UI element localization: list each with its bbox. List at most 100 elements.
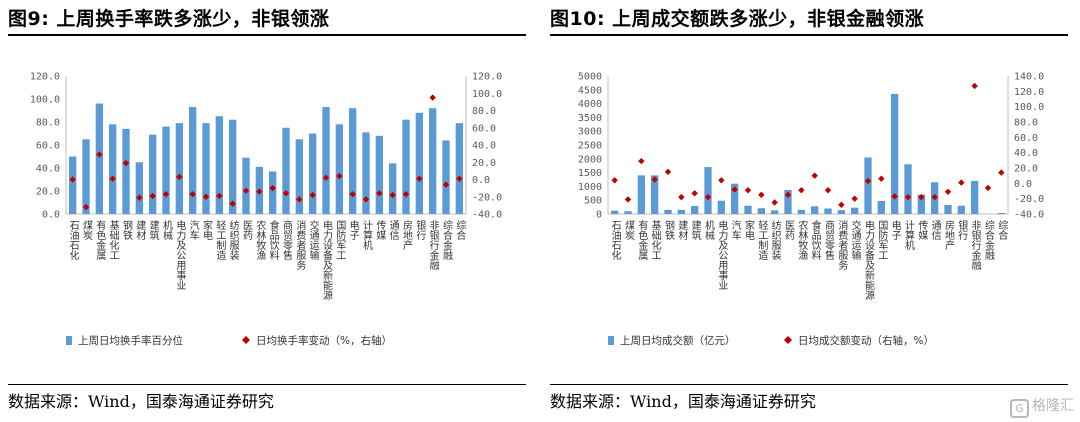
bar <box>309 133 317 214</box>
bar <box>455 123 463 214</box>
bar <box>624 211 632 214</box>
category-label: 电力设备及新能源 <box>863 219 875 301</box>
right-tick-label: 100.0 <box>1014 102 1044 113</box>
change-marker <box>878 175 885 182</box>
bar <box>704 167 712 214</box>
change-marker <box>718 177 725 184</box>
right-tick-label: 120.0 <box>472 72 502 83</box>
change-marker <box>971 82 978 90</box>
change-marker <box>256 188 263 195</box>
bar <box>864 157 872 214</box>
category-label: 国防军工 <box>334 220 346 260</box>
category-label: 综合 <box>454 219 466 241</box>
change-marker <box>851 195 858 202</box>
change-marker <box>611 177 618 184</box>
change-marker <box>376 190 383 197</box>
right-tick-label: 20.0 <box>472 158 496 169</box>
bar <box>442 140 450 214</box>
bar <box>957 205 965 214</box>
change-marker <box>864 177 872 185</box>
category-label: 计算机 <box>903 219 915 251</box>
bar <box>637 175 645 214</box>
category-label: 农林牧渔 <box>254 219 266 261</box>
change-marker <box>349 190 356 198</box>
left-tick-label: 4500 <box>578 85 602 96</box>
bar <box>82 139 90 214</box>
right-tick-label: 0.0 <box>1014 179 1032 190</box>
change-marker <box>389 191 396 199</box>
bar <box>429 108 437 214</box>
category-label: 家电 <box>743 219 755 240</box>
left-tick-label: 80.0 <box>36 118 60 129</box>
left-tick-label: 3500 <box>578 113 602 124</box>
bar <box>122 128 130 214</box>
left-tick-label: 4000 <box>578 99 602 110</box>
change-marker <box>678 193 685 201</box>
right-tick-label: 80.0 <box>1014 118 1038 129</box>
bar <box>904 164 912 214</box>
bar <box>95 103 103 214</box>
trading-value-chart: 0 500 1000 1500 2000 2500 3000 3500 4000 4500 5000… <box>578 72 1044 348</box>
bar <box>691 205 699 214</box>
left-tick-label: 120.0 <box>30 72 60 83</box>
legend-marker-label: 日均换手率变动（%，右轴） <box>256 334 392 347</box>
bar <box>971 180 979 214</box>
category-label: 食品饮料 <box>809 219 821 261</box>
change-marker <box>229 200 236 207</box>
bar <box>997 213 1005 214</box>
category-label: 综合 <box>996 219 1008 241</box>
bar <box>335 124 343 214</box>
title-rule <box>550 34 1068 36</box>
bar <box>269 171 277 214</box>
category-label: 农林牧渔 <box>796 219 808 261</box>
right-tick-label: -40.0 <box>1014 210 1044 221</box>
change-marker <box>944 188 952 195</box>
bar <box>877 201 885 214</box>
change-marker <box>824 187 832 194</box>
bar <box>322 107 330 214</box>
change-marker <box>309 191 316 199</box>
category-label: 建材 <box>676 219 688 240</box>
bar <box>611 210 619 214</box>
category-label: 国防军工 <box>876 220 888 260</box>
bar <box>824 208 832 214</box>
category-label: 机械 <box>703 219 715 241</box>
bar <box>771 210 779 214</box>
change-marker <box>269 184 276 192</box>
bar <box>389 163 397 214</box>
bar <box>242 157 250 214</box>
category-label: 石油石化 <box>609 220 621 260</box>
change-marker <box>242 187 250 194</box>
left-tick-label: 1500 <box>578 168 602 179</box>
legend-marker-swatch <box>242 336 250 344</box>
bar <box>175 123 183 214</box>
category-label: 房地产 <box>401 219 413 251</box>
category-label: 医药 <box>241 220 253 241</box>
bar <box>784 189 792 214</box>
category-label: 轻工制造 <box>756 219 768 260</box>
category-label: 房地产 <box>943 219 955 251</box>
change-marker <box>109 175 116 182</box>
category-label: 纺织服装 <box>769 219 781 261</box>
category-label: 非银行金融 <box>427 220 439 271</box>
category-label: 电力及公用事业 <box>174 219 186 290</box>
change-marker <box>624 196 632 203</box>
right-tick-label: 40.0 <box>472 141 496 152</box>
left-tick-label: 2500 <box>578 141 602 152</box>
right-tick-label: -20.0 <box>1014 194 1044 205</box>
left-tick-label: 60.0 <box>36 141 60 152</box>
change-marker <box>429 94 436 101</box>
left-tick-label: 5000 <box>578 72 602 83</box>
legend-bar-label: 上周日均换手率百分位 <box>78 334 183 347</box>
bar <box>917 194 925 214</box>
category-label: 建筑 <box>147 219 159 240</box>
change-marker <box>904 193 912 201</box>
bar <box>415 112 423 214</box>
legend-bar-swatch <box>608 336 614 345</box>
change-marker <box>402 190 410 198</box>
legend-bar-swatch <box>66 336 72 345</box>
left-tick-label: 100.0 <box>30 95 60 106</box>
figure-title: 图9: 上周换手率跌多涨少，非银领涨 <box>8 8 330 30</box>
category-label: 有色金属 <box>94 219 106 261</box>
category-label: 传媒 <box>916 220 928 241</box>
